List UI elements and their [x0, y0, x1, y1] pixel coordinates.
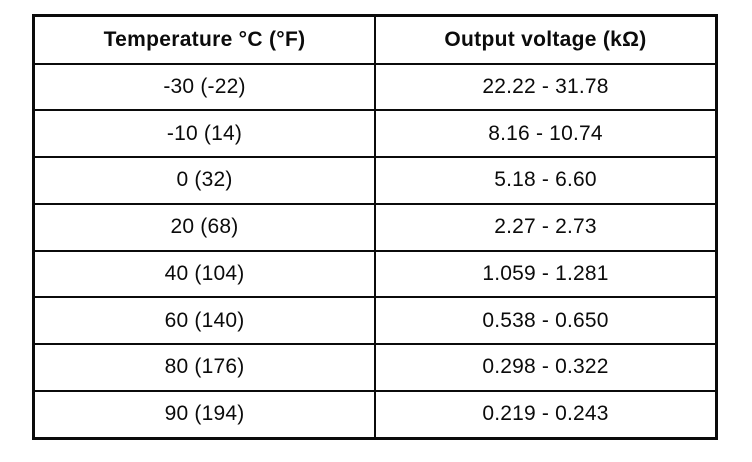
temperature-cell: 20 (68)	[32, 202, 376, 252]
temperature-cell: 80 (176)	[32, 343, 376, 392]
table-row: 90 (194) 0.219 - 0.243	[32, 389, 718, 440]
temperature-cell: 40 (104)	[32, 249, 376, 299]
column-header-temperature: Temperature °C (°F)	[32, 14, 376, 65]
column-header-output-voltage: Output voltage (kΩ)	[374, 14, 718, 65]
table-row: 40 (104) 1.059 - 1.281	[32, 249, 718, 299]
temperature-cell: 90 (194)	[32, 389, 376, 440]
voltage-cell: 22.22 - 31.78	[374, 62, 718, 112]
voltage-cell: 0.298 - 0.322	[374, 343, 718, 392]
table-row: 0 (32) 5.18 - 6.60	[32, 156, 718, 205]
table-row: 80 (176) 0.298 - 0.322	[32, 343, 718, 392]
table-header-row: Temperature °C (°F) Output voltage (kΩ)	[32, 14, 718, 65]
voltage-cell: 0.538 - 0.650	[374, 296, 718, 345]
table-row: 60 (140) 0.538 - 0.650	[32, 296, 718, 345]
voltage-cell: 1.059 - 1.281	[374, 249, 718, 299]
table-row: 20 (68) 2.27 - 2.73	[32, 202, 718, 252]
voltage-cell: 2.27 - 2.73	[374, 202, 718, 252]
voltage-cell: 8.16 - 10.74	[374, 109, 718, 158]
temperature-cell: -30 (-22)	[32, 62, 376, 112]
voltage-cell: 5.18 - 6.60	[374, 156, 718, 205]
temperature-cell: 60 (140)	[32, 296, 376, 345]
table-row: -10 (14) 8.16 - 10.74	[32, 109, 718, 158]
temperature-cell: 0 (32)	[32, 156, 376, 205]
voltage-cell: 0.219 - 0.243	[374, 389, 718, 440]
table-head: Temperature °C (°F) Output voltage (kΩ)	[32, 14, 718, 65]
table-body: -30 (-22) 22.22 - 31.78 -10 (14) 8.16 - …	[32, 62, 718, 440]
temperature-voltage-table: Temperature °C (°F) Output voltage (kΩ) …	[32, 14, 718, 440]
temperature-cell: -10 (14)	[32, 109, 376, 158]
table-row: -30 (-22) 22.22 - 31.78	[32, 62, 718, 112]
